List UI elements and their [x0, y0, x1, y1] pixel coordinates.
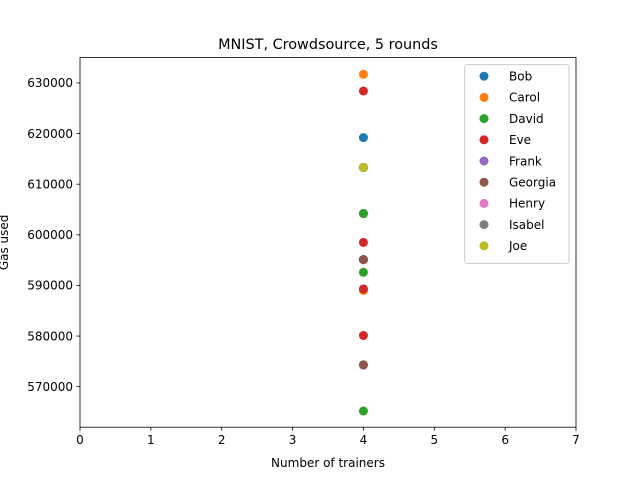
- x-axis-label: Number of trainers: [271, 456, 385, 470]
- data-point-david: [358, 267, 368, 277]
- legend-marker-eve: [479, 135, 489, 145]
- legend-marker-carol: [479, 92, 489, 102]
- y-tick-label: 590000: [27, 279, 73, 293]
- legend-marker-bob: [479, 71, 489, 81]
- y-tick-label: 620000: [27, 127, 73, 141]
- x-tick-label: 7: [572, 433, 580, 447]
- y-tick-label: 570000: [27, 380, 73, 394]
- x-tick-label: 5: [430, 433, 438, 447]
- x-tick-label: 2: [218, 433, 226, 447]
- x-tick-label: 4: [360, 433, 368, 447]
- legend-label-carol: Carol: [509, 91, 540, 105]
- y-tick-label: 600000: [27, 228, 73, 242]
- plot-area: [79, 57, 577, 428]
- data-point-carol: [358, 69, 368, 79]
- data-point-eve: [358, 331, 368, 341]
- data-point-georgia: [358, 360, 368, 370]
- x-tick-label: 1: [147, 433, 155, 447]
- x-tick-label: 3: [289, 433, 297, 447]
- legend-label-georgia: Georgia: [509, 176, 556, 190]
- legend: Bob Carol David Eve Frank Georgia Henry Isabel J…: [464, 64, 570, 264]
- legend-label-joe: Joe: [508, 239, 527, 253]
- data-point-eve: [358, 237, 368, 247]
- data-point-joe: [358, 162, 368, 172]
- data-point-georgia: [358, 255, 368, 265]
- legend-label-eve: Eve: [509, 133, 531, 147]
- chart-title: MNIST, Crowdsource, 5 rounds: [218, 37, 438, 53]
- legend-marker-georgia: [479, 177, 489, 187]
- data-point-bob: [358, 133, 368, 143]
- legend-marker-frank: [479, 156, 489, 166]
- y-tick-label: 610000: [27, 177, 73, 191]
- y-tick-label: 630000: [27, 76, 73, 90]
- legend-label-david: David: [509, 112, 544, 126]
- legend-marker-david: [479, 114, 489, 124]
- legend-marker-henry: [479, 198, 489, 208]
- legend-marker-isabel: [479, 220, 489, 230]
- data-point-david: [358, 209, 368, 219]
- legend-marker-joe: [479, 241, 489, 251]
- x-axis: 0 1 2 3 4 5 6 7: [76, 427, 580, 447]
- data-points: [358, 69, 368, 416]
- legend-frame: [464, 64, 570, 264]
- data-point-david: [358, 406, 368, 416]
- data-point-eve: [358, 284, 368, 294]
- data-point-eve: [358, 86, 368, 96]
- y-tick-label: 580000: [27, 329, 73, 343]
- y-axis-label: Gas used: [0, 215, 11, 271]
- y-axis: 570000 580000 590000 600000 610000 620000 6300…: [27, 76, 80, 394]
- x-tick-label: 6: [501, 433, 509, 447]
- legend-label-isabel: Isabel: [509, 218, 544, 232]
- axes-frame: [79, 57, 577, 428]
- legend-label-bob: Bob: [509, 70, 532, 84]
- legend-label-henry: Henry: [509, 197, 545, 211]
- legend-label-frank: Frank: [509, 154, 542, 168]
- x-tick-label: 0: [76, 433, 84, 447]
